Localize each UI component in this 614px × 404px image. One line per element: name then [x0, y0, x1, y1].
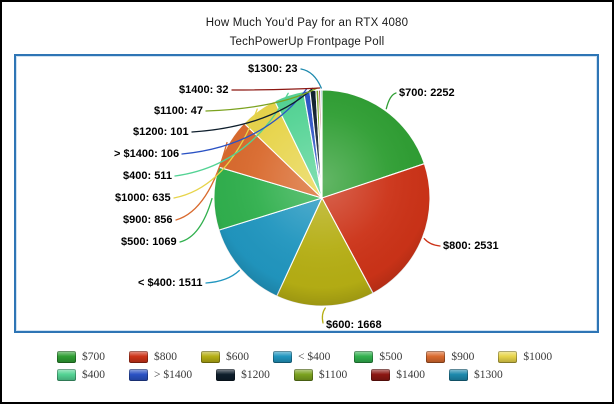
- leader-line: [423, 237, 441, 247]
- slice-callout: $400: 511: [123, 170, 172, 182]
- legend-swatch: [498, 351, 518, 363]
- legend-label: > $1400: [154, 369, 193, 381]
- leader-line: [205, 87, 318, 112]
- legend-swatch: [57, 369, 76, 381]
- legend-swatch: [57, 351, 76, 363]
- chart-subtitle: TechPowerUp Frontpage Poll: [229, 36, 385, 48]
- leader-line: [321, 307, 326, 324]
- legend-item: $800: [129, 351, 177, 363]
- leader-line: [179, 197, 213, 243]
- slice-callout: $1300: 23: [248, 63, 298, 75]
- slice-callout: $1200: 101: [133, 126, 189, 138]
- leader-line: [205, 269, 240, 284]
- legend-swatch: [216, 369, 236, 381]
- legend-swatch: [201, 351, 220, 363]
- slice-callout: $1400: 32: [179, 84, 229, 96]
- legend: $700 $800 $600 < $400 $500 $900 $1000 $400 > $14…: [57, 351, 576, 387]
- legend-label: $1300: [473, 369, 503, 381]
- plot-area: $700: 2252 $800: 2531 $600: 1668 < $400: 15…: [16, 56, 597, 331]
- chart-title: How Much You'd Pay for an RTX 4080: [205, 17, 409, 29]
- slice-callout: $500: 1069: [121, 236, 177, 248]
- legend-item: $900: [426, 351, 474, 363]
- legend-label: $1100: [318, 369, 348, 381]
- legend-label: $1200: [241, 369, 270, 381]
- legend-swatch: [448, 369, 468, 381]
- leader-line: [300, 68, 322, 89]
- legend-swatch: [354, 351, 374, 363]
- legend-swatch: [273, 351, 292, 363]
- legend-swatch: [293, 369, 313, 381]
- legend-label: $900: [451, 351, 475, 363]
- pie-chart: [173, 68, 441, 324]
- legend-label: $500: [379, 351, 403, 363]
- slice-callout: $900: 856: [123, 214, 173, 226]
- legend-item: < $400: [273, 351, 330, 363]
- legend-item: $1400: [371, 369, 425, 381]
- legend-item: $1200: [216, 369, 270, 381]
- slice-callout: > $1400: 106: [114, 148, 180, 160]
- legend-label: < $400: [298, 351, 331, 363]
- slice-callout: < $400: 1511: [138, 277, 203, 289]
- slice-callout: $1100: 47: [154, 105, 203, 117]
- legend-item: > $1400: [129, 369, 192, 381]
- legend-item: $1000: [498, 351, 552, 363]
- plot-border-box: $700: 2252 $800: 2531 $600: 1668 < $400: 15…: [14, 54, 599, 333]
- legend-swatch: [129, 351, 148, 363]
- leader-line: [385, 92, 397, 110]
- slice-callout: $1000: 635: [115, 192, 171, 204]
- legend-row: $400 > $1400 $1200 $1100 $1400 $1300: [57, 369, 576, 381]
- pie-sheen: [214, 90, 430, 306]
- legend-swatch: [426, 351, 446, 363]
- legend-label: $600: [226, 351, 249, 363]
- slice-callout: $800: 2531: [443, 240, 499, 252]
- leader-line: [173, 108, 258, 199]
- legend-item: $600: [201, 351, 249, 363]
- legend-item: $1100: [293, 369, 348, 381]
- legend-item: $700: [57, 351, 105, 363]
- legend-swatch: [371, 369, 391, 381]
- slice-callout: $700: 2252: [399, 87, 455, 99]
- slice-callout: $600: 1668: [326, 319, 382, 331]
- legend-label: $800: [154, 351, 177, 363]
- leader-line: [174, 92, 289, 177]
- legend-item: $500: [354, 351, 402, 363]
- legend-item: $1300: [448, 369, 503, 381]
- leader-line: [231, 87, 321, 91]
- legend-swatch: [129, 369, 148, 381]
- leader-line: [175, 141, 228, 221]
- legend-label: $400: [82, 369, 105, 381]
- leader-line: [191, 87, 314, 133]
- legend-label: $700: [82, 351, 105, 363]
- legend-label: $1400: [396, 369, 425, 381]
- legend-row: $700 $800 $600 < $400 $500 $900 $1000: [57, 351, 576, 363]
- legend-label: $1000: [523, 351, 553, 363]
- legend-item: $400: [57, 369, 105, 381]
